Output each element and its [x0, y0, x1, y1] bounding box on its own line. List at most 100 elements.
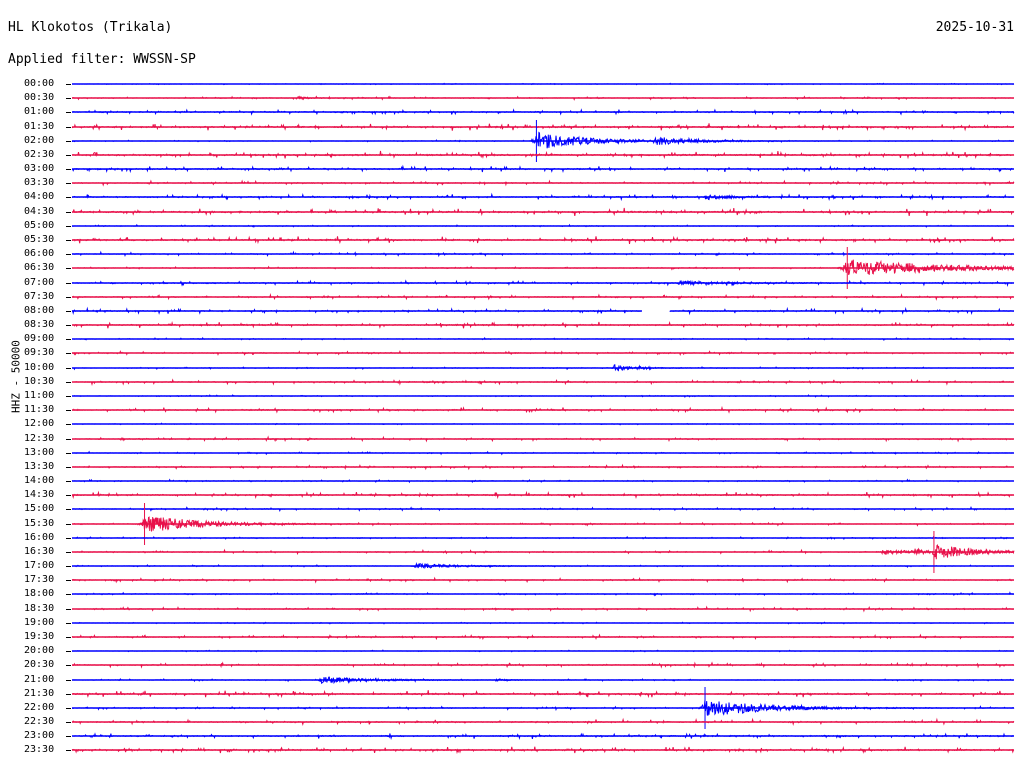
trace-row [71, 241, 1015, 267]
time-tick-label: 13:30 [24, 460, 55, 472]
time-tick-label: 06:30 [24, 262, 55, 274]
time-tick-mark [66, 239, 71, 241]
trace-waveform [71, 278, 1015, 287]
time-tick-mark [66, 169, 71, 171]
trace-row [71, 340, 1015, 366]
trace-waveform [71, 591, 1015, 597]
time-tick-label: 19:00 [24, 616, 55, 628]
time-tick-label: 01:30 [24, 120, 55, 132]
time-tick-mark [66, 98, 71, 100]
time-tick-label: 07:30 [24, 290, 55, 302]
trace-row [71, 170, 1015, 196]
time-tick-mark [66, 452, 71, 454]
trace-row [71, 581, 1015, 607]
time-tick-mark [66, 282, 71, 284]
time-tick-mark [66, 381, 71, 383]
time-tick-label: 14:30 [24, 489, 55, 501]
trace-waveform [71, 535, 1015, 540]
trace-row [71, 85, 1015, 111]
trace-row [71, 426, 1014, 452]
time-tick-mark [66, 84, 71, 85]
time-tick-label: 09:00 [24, 333, 55, 345]
trace-row [71, 553, 1015, 579]
trace-row [71, 411, 1015, 437]
time-tick-mark [66, 353, 71, 355]
trace-waveform [71, 746, 1015, 755]
trace-waveform [71, 259, 1015, 276]
time-tick-label: 16:30 [24, 545, 55, 557]
trace-row [71, 468, 1014, 494]
record-date: 2025-10-31 [935, 20, 1014, 35]
time-tick-mark [66, 410, 71, 412]
trace-row [71, 652, 1015, 678]
trace-row [71, 227, 1015, 253]
trace-waveform [71, 108, 1015, 117]
trace-waveform [71, 405, 1015, 414]
trace-row [71, 298, 1015, 324]
trace-row [71, 355, 1015, 381]
time-tick-mark [66, 722, 71, 724]
trace-waveform [71, 576, 1015, 584]
trace-waveform [71, 689, 1015, 699]
time-tick-mark [66, 665, 71, 667]
trace-waveform [71, 478, 1014, 484]
time-tick-label: 00:30 [24, 92, 55, 104]
trace-waveform [71, 193, 1015, 202]
time-tick-label: 22:30 [24, 716, 55, 728]
time-tick-mark [66, 254, 71, 256]
trace-waveform [71, 363, 1015, 372]
time-tick-label: 23:30 [24, 744, 55, 756]
time-tick-mark [66, 140, 71, 142]
trace-row [71, 709, 1015, 735]
time-tick-mark [66, 325, 71, 327]
time-tick-label: 04:00 [24, 191, 55, 203]
trace-row [71, 737, 1015, 763]
trace-row [71, 184, 1015, 210]
time-tick-mark [66, 225, 71, 227]
time-tick-label: 03:00 [24, 163, 55, 175]
time-tick-mark [66, 622, 71, 624]
time-tick-label: 10:00 [24, 361, 55, 373]
time-tick-label: 08:30 [24, 319, 55, 331]
trace-waveform [71, 235, 1015, 245]
trace-waveform [71, 515, 1015, 532]
trace-waveform [71, 250, 1015, 258]
trace-waveform [71, 223, 1015, 228]
trace-waveform [71, 621, 1015, 625]
trace-row [71, 596, 1015, 622]
trace-waveform [71, 306, 1015, 316]
trace-row [71, 369, 1015, 395]
time-tick-label: 20:00 [24, 645, 55, 657]
trace-waveform [71, 463, 1014, 471]
y-axis-label: HHZ - 50000 [9, 340, 23, 413]
time-tick-label: 05:30 [24, 233, 55, 245]
time-tick-label: 02:00 [24, 134, 55, 146]
trace-waveform [71, 179, 1015, 187]
trace-row [71, 326, 1015, 352]
time-tick-mark [66, 481, 71, 483]
time-tick-mark [66, 509, 71, 511]
time-tick-label: 04:30 [24, 205, 55, 217]
trace-row [71, 723, 1015, 749]
trace-waveform [71, 562, 1015, 569]
trace-waveform [71, 164, 1015, 174]
trace-waveform [71, 337, 1015, 342]
trace-row [71, 681, 1015, 707]
time-tick-label: 09:30 [24, 347, 55, 359]
trace-row [71, 99, 1015, 125]
trace-row [71, 567, 1015, 593]
trace-row [71, 482, 1015, 508]
time-tick-label: 16:00 [24, 531, 55, 543]
trace-row [71, 383, 1015, 409]
time-tick-mark [66, 750, 71, 752]
trace-waveform [71, 350, 1015, 357]
trace-waveform [71, 661, 1015, 670]
trace-waveform [71, 450, 1015, 456]
time-tick-mark [66, 495, 71, 497]
trace-waveform [71, 95, 1015, 102]
trace-waveform [71, 717, 1015, 727]
trace-row [71, 440, 1015, 466]
time-tick-label: 03:30 [24, 177, 55, 189]
time-tick-mark [66, 268, 71, 270]
time-tick-label: 20:30 [24, 659, 55, 671]
